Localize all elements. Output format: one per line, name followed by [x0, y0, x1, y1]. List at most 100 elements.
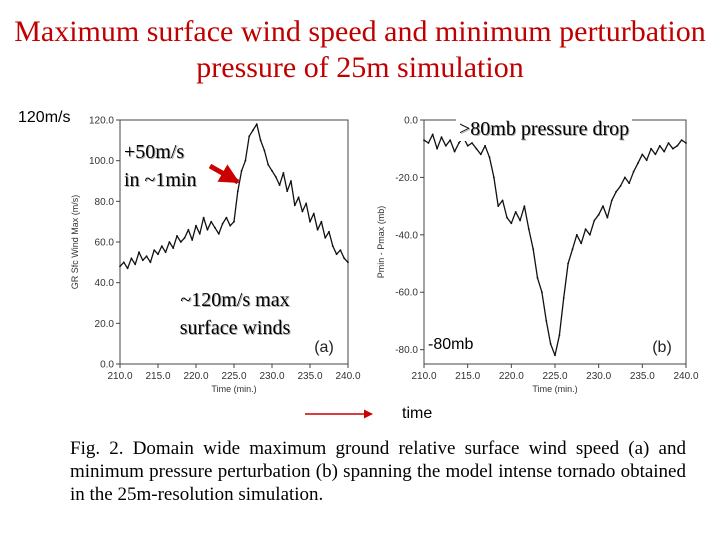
data-point	[645, 159, 648, 162]
plus50-line2: in ~1min	[124, 169, 197, 191]
y-axis-label: Pmin - Pmax (mb)	[376, 206, 386, 279]
data-point	[427, 142, 430, 144]
data-point	[145, 255, 148, 258]
data-point	[328, 230, 330, 233]
data-point	[312, 212, 315, 215]
data-point	[252, 129, 254, 132]
minus80mb-annotation: -80mb	[426, 336, 476, 354]
data-point	[309, 220, 311, 223]
time-label: time	[402, 405, 433, 422]
figure-caption: Fig. 2. Domain wide maximum ground relat…	[70, 438, 686, 505]
data-point	[554, 354, 556, 357]
x-tick-label: 240.0	[335, 371, 360, 382]
max-winds-line2: surface winds	[179, 317, 291, 339]
data-point	[316, 228, 319, 231]
data-point	[527, 228, 530, 230]
data-point	[571, 248, 574, 251]
data-point	[650, 147, 652, 150]
y-tick-label: 0.0	[100, 360, 114, 371]
data-point	[160, 245, 163, 248]
x-tick-label: 220.0	[183, 371, 208, 382]
data-point	[567, 262, 569, 265]
data-point	[168, 241, 171, 243]
data-point	[423, 139, 425, 141]
data-point	[179, 241, 182, 243]
data-point	[431, 133, 434, 136]
data-point	[440, 136, 443, 139]
data-point	[493, 176, 495, 179]
data-point	[274, 176, 277, 178]
data-point	[339, 249, 342, 252]
y-tick-label: -80.0	[395, 345, 418, 356]
pressure-chart: 210.0 215.0 220.0 225.0 230.0 235.0 240.0 0.0 -2…	[372, 108, 702, 408]
x-tick-label: 210.0	[107, 371, 132, 382]
y-tick-label: 100.0	[89, 156, 114, 167]
data-point	[305, 202, 308, 205]
data-point	[119, 265, 121, 268]
data-point	[615, 190, 617, 193]
data-point	[335, 253, 338, 256]
data-point	[536, 277, 539, 279]
data-point	[510, 222, 513, 225]
data-point	[153, 249, 156, 252]
data-point	[176, 235, 178, 237]
data-point	[449, 139, 452, 141]
slide-title: Maximum surface wind speed and minimum p…	[14, 15, 706, 84]
data-point	[217, 233, 220, 235]
data-point	[271, 169, 273, 172]
data-point	[545, 320, 548, 322]
data-point	[134, 263, 137, 266]
data-point	[549, 343, 552, 345]
data-point	[229, 224, 232, 227]
x-tick-label: 230.0	[259, 371, 284, 382]
data-point	[541, 291, 543, 294]
data-point	[523, 205, 526, 207]
panel-label: (a)	[314, 339, 334, 356]
max-winds-line1: ~120m/s max	[180, 289, 290, 311]
x-tick-label: 235.0	[297, 371, 322, 382]
y-tick-label: 80.0	[95, 197, 115, 208]
data-point	[610, 199, 613, 202]
pressure-chart-svg: 210.0 215.0 220.0 225.0 230.0 235.0 240.0 0.0 -2…	[376, 116, 699, 395]
data-point	[606, 216, 609, 219]
y-tick-label: 0.0	[404, 116, 418, 127]
data-point	[654, 153, 657, 156]
data-point	[453, 150, 456, 153]
y-tick-label: 20.0	[95, 319, 115, 330]
data-point	[233, 220, 235, 223]
y-tick-label: 120.0	[89, 116, 114, 127]
data-point	[236, 190, 239, 193]
x-tick-label: 225.0	[221, 371, 246, 382]
data-point	[244, 159, 247, 162]
x-axis-label: Time (min.)	[532, 384, 577, 394]
y-tick-label: -60.0	[395, 288, 418, 299]
plus50-annotation: +50m/s in ~1min	[124, 138, 234, 194]
data-point	[141, 259, 144, 262]
data-point	[183, 237, 186, 239]
data-point	[286, 190, 289, 193]
y-tick-label: -40.0	[395, 230, 418, 241]
data-point	[221, 222, 224, 225]
data-point	[282, 172, 285, 174]
data-point	[436, 147, 438, 150]
x-tick-label: 210.0	[411, 371, 436, 382]
data-point	[198, 233, 201, 235]
plus50-line1: +50m/s	[124, 141, 185, 163]
data-point	[214, 226, 216, 229]
data-point	[187, 228, 190, 231]
wind-120-label: 120m/s	[18, 109, 71, 126]
wind-speed-chart: 210.0 215.0 220.0 225.0 230.0 235.0 240.0 120.0…	[66, 108, 366, 408]
data-point	[641, 153, 644, 156]
data-point	[320, 220, 323, 223]
plot-frame	[423, 119, 687, 365]
data-point	[122, 261, 125, 264]
data-point	[331, 245, 334, 248]
data-point	[297, 196, 300, 199]
data-point	[263, 149, 266, 152]
data-point	[149, 261, 152, 264]
series-line-1	[423, 133, 687, 357]
data-point	[562, 297, 565, 299]
data-point	[458, 142, 460, 144]
data-point	[632, 170, 635, 173]
data-point	[663, 150, 666, 153]
